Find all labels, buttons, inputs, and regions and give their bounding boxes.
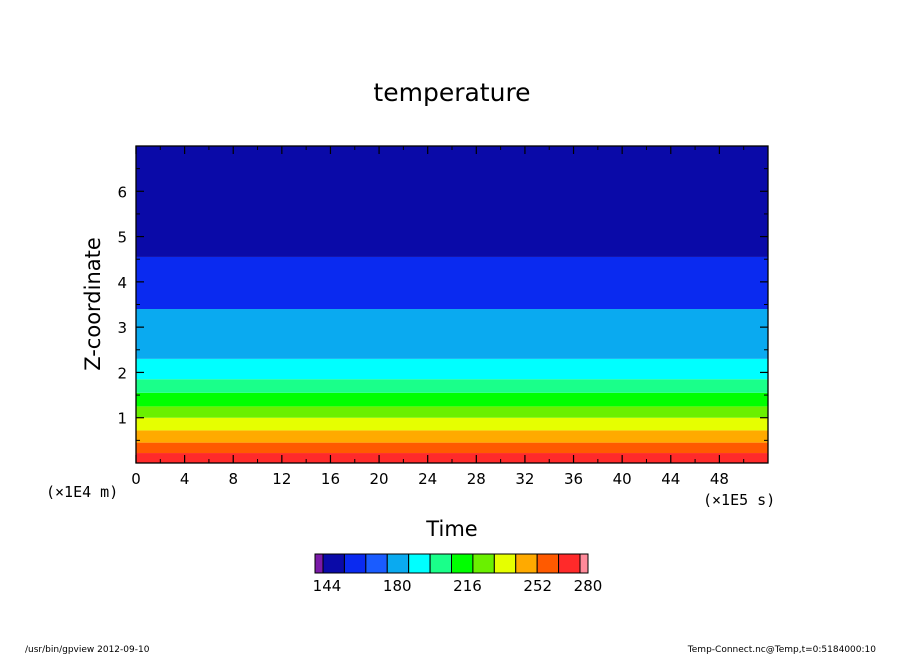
y-tick-label-0: 1 <box>117 410 127 428</box>
footer-left: /usr/bin/gpview 2012-09-10 <box>25 645 150 654</box>
colorbar-label-2: 216 <box>453 577 482 595</box>
contour-band-3 <box>136 417 768 431</box>
x-tick-label-0: 0 <box>131 470 141 488</box>
colorbar-segment-4 <box>386 553 410 574</box>
x-tick-label-11: 44 <box>661 470 680 488</box>
colorbar-segment-9 <box>493 553 517 574</box>
x-tick-label-2: 8 <box>228 470 238 488</box>
colorbar-label-3: 252 <box>523 577 552 595</box>
colorbar-segment-8 <box>472 553 495 574</box>
footer-right: Temp-Connect.nc@Temp,t=0:5184000:10 <box>687 645 876 654</box>
x-axis-label: Time <box>425 517 477 541</box>
colorbar-segment-3 <box>365 553 388 574</box>
contour-band-7 <box>136 358 768 380</box>
x-tick-label-10: 40 <box>613 470 632 488</box>
x-tick-label-6: 24 <box>418 470 437 488</box>
x-tick-label-12: 48 <box>710 470 729 488</box>
x-scale-label: (×1E5 s) <box>703 491 775 509</box>
x-tick-label-4: 16 <box>321 470 340 488</box>
contour-band-9 <box>136 256 768 310</box>
colorbar-label-4: 280 <box>574 577 603 595</box>
contour-band-8 <box>136 309 768 359</box>
x-tick-label-8: 32 <box>515 470 534 488</box>
contour-band-5 <box>136 392 768 407</box>
y-tick-label-5: 6 <box>117 183 127 201</box>
colorbar-label-0: 144 <box>313 577 342 595</box>
colorbar: 144 180 216 252 280 <box>313 553 603 595</box>
y-scale-label: (×1E4 m) <box>46 483 118 501</box>
colorbar-segment-13 <box>579 553 589 574</box>
colorbar-label-1: 180 <box>383 577 412 595</box>
contour-band-4 <box>136 406 768 418</box>
colorbar-segment-7 <box>451 553 474 574</box>
contour-band-6 <box>136 379 768 393</box>
colorbar-segment-5 <box>408 553 431 574</box>
contour-band-0 <box>136 453 768 463</box>
chart-title: temperature <box>373 78 530 107</box>
x-tick-label-5: 20 <box>370 470 389 488</box>
y-tick-label-2: 3 <box>117 319 127 337</box>
x-tick-label-1: 4 <box>180 470 190 488</box>
colorbar-segment-2 <box>343 553 367 574</box>
colorbar-segment-0 <box>314 553 324 574</box>
y-axis-label: Z-coordinate <box>81 237 105 371</box>
colorbar-segment-10 <box>515 553 538 574</box>
contour-band-1 <box>136 442 768 454</box>
y-tick-label-4: 5 <box>117 229 127 247</box>
colorbar-segment-11 <box>536 553 560 574</box>
colorbar-segment-12 <box>558 553 581 574</box>
x-tick-label-7: 28 <box>467 470 486 488</box>
colorbar-segment-1 <box>322 553 345 574</box>
y-tick-label-3: 4 <box>117 274 127 292</box>
x-tick-label-3: 12 <box>272 470 291 488</box>
contour-band-2 <box>136 430 768 443</box>
plot-area <box>136 146 768 463</box>
y-tick-label-1: 2 <box>117 364 127 382</box>
x-tick-label-9: 36 <box>564 470 583 488</box>
contour-band-10 <box>136 146 768 257</box>
colorbar-segment-6 <box>429 553 453 574</box>
